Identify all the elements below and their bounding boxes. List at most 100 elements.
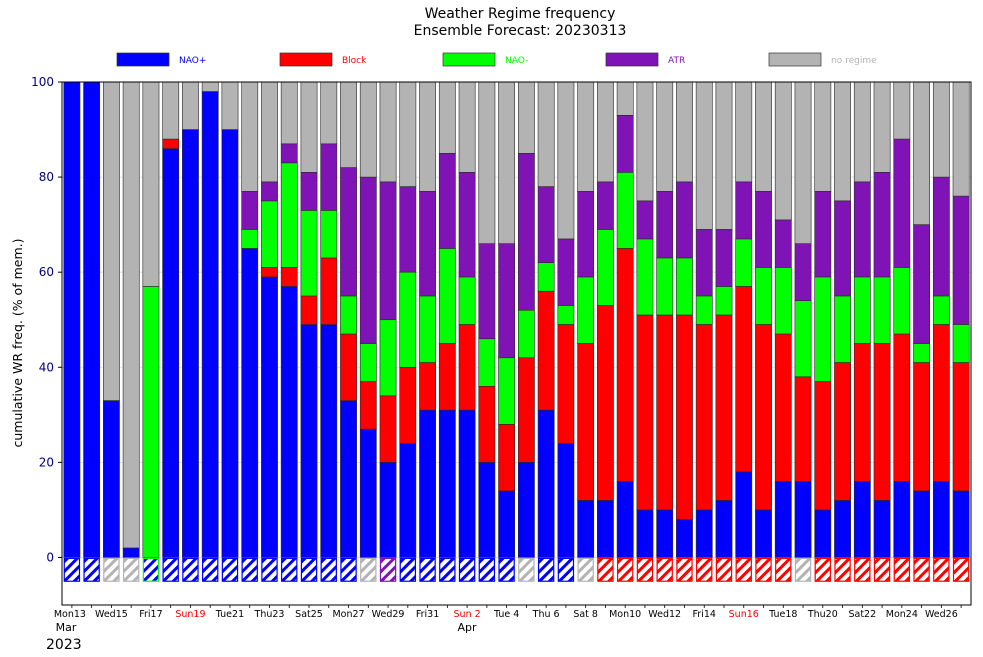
dominant-marker-fri-7 [557, 557, 575, 582]
bar-nao-wed22 [241, 229, 259, 249]
bar-block-thu-6 [537, 290, 555, 411]
bar-nao-thu23 [261, 276, 278, 558]
bar-block-tue11 [636, 314, 654, 511]
bar-no-regime-tue28 [359, 81, 377, 178]
x-tick-label-wed26: Wed26 [925, 609, 958, 620]
bar-block-mon-3 [478, 385, 496, 463]
bar-nao-mon17 [755, 267, 772, 325]
bar-no-regime-wed22 [241, 81, 259, 192]
bar-block-tue25 [913, 362, 930, 492]
bar-nao-fri21 [834, 500, 851, 558]
dominant-marker-wed-5 [518, 557, 535, 582]
bar-no-regime-tue25 [913, 81, 930, 225]
bar-nao-mon-3 [478, 338, 496, 387]
bar-block-fri-7 [557, 324, 575, 444]
bar-nao-fri17 [142, 286, 160, 558]
dominant-marker-tue25 [913, 557, 930, 582]
bar-no-regime-sun26 [320, 81, 338, 145]
bar-block-mon24 [893, 333, 911, 482]
bar-block-sat-1 [438, 343, 456, 411]
bar-nao-thu20 [814, 509, 832, 558]
bar-nao-sun23 [873, 500, 891, 558]
dominant-marker-sat22 [854, 557, 871, 582]
legend-swatch-block [279, 52, 333, 67]
bar-atr-wed-5 [517, 153, 535, 311]
bar-atr-mon10 [616, 114, 634, 173]
bar-no-regime-fri31 [419, 81, 436, 192]
bar-atr-tue11 [636, 200, 654, 240]
bar-atr-sat25 [300, 172, 318, 211]
bar-no-regime-tue18 [774, 81, 792, 221]
bar-nao-sat25 [300, 324, 318, 558]
bar-block-thu13 [676, 314, 693, 520]
dominant-regime-markers [63, 557, 970, 582]
x-tick-label-sat25: Sat25 [295, 609, 323, 620]
legend-label-nao: NAO- [505, 56, 528, 66]
bar-nao-wed26 [932, 295, 950, 325]
bar-nao-thu16 [122, 547, 140, 558]
bar-block-sat25 [300, 295, 318, 325]
bar-no-regime-mon10 [616, 81, 634, 116]
x-tick-label-thu23: Thu23 [254, 609, 285, 620]
bar-no-regime-sun16 [735, 81, 753, 183]
bar-atr-mon-3 [478, 243, 496, 340]
dominant-marker-sun19 [182, 557, 199, 582]
bar-atr-sat-8 [577, 191, 595, 278]
bar-nao-wed26 [932, 481, 950, 558]
bar-nao-tue18 [774, 267, 792, 335]
bar-no-regime-sun-9 [597, 81, 614, 183]
bar-no-regime-wed-5 [517, 81, 535, 154]
legend-label-nao: NAO+ [179, 56, 206, 66]
dominant-marker-fri14 [696, 557, 713, 582]
bar-block-mon10 [616, 248, 634, 482]
bar-atr-mon17 [755, 191, 772, 268]
bar-nao-sat22 [853, 276, 871, 344]
bar-nao-fri-7 [557, 305, 575, 325]
dominant-marker-sat25 [300, 557, 318, 582]
bar-nao-sun16 [735, 238, 753, 287]
bar-block-tue28 [359, 381, 377, 430]
bar-atr-mon27 [340, 167, 357, 297]
bar-nao-sat22 [853, 481, 871, 558]
y-tick-label-80: 80 [39, 170, 54, 184]
bar-atr-fri21 [834, 200, 851, 297]
dominant-marker-mon20 [202, 557, 219, 582]
bar-block-wed19 [794, 376, 812, 482]
dominant-marker-fri17 [142, 557, 160, 582]
bar-nao-wed29 [379, 319, 397, 397]
bar-nao-wed12 [656, 509, 674, 558]
bar-atr-thu23 [261, 181, 278, 202]
bar-no-regime-sat15 [715, 81, 733, 230]
bar-nao-thu27 [952, 324, 970, 363]
bar-block-thu23 [261, 267, 278, 278]
bar-atr-fri-7 [557, 238, 575, 306]
chart-subtitle: Ensemble Forecast: 20230313 [414, 23, 627, 39]
x-tick-label-tue-4: Tue 4 [493, 609, 519, 620]
x-tick-label-sun19: Sun19 [175, 609, 205, 620]
bar-nao-fri31 [419, 409, 436, 558]
bar-nao-wed12 [656, 257, 674, 316]
x-tick-label-sun-2: Sun 2 [454, 609, 481, 620]
bar-nao-sun26 [320, 324, 338, 558]
bar-no-regime-thu27 [952, 81, 970, 197]
bar-no-regime-fri17 [142, 81, 160, 287]
bar-nao-tue14 [83, 81, 101, 558]
x-tick-label-mon24: Mon24 [886, 609, 918, 620]
x-tick-label-tue18: Tue18 [768, 609, 797, 620]
bar-nao-sun23 [873, 276, 891, 344]
bar-atr-wed19 [794, 243, 812, 302]
bar-stack [63, 81, 970, 558]
bar-nao-wed15 [103, 400, 120, 558]
bar-no-regime-fri-7 [557, 81, 575, 240]
bar-no-regime-mon20 [201, 81, 219, 92]
bar-no-regime-thu23 [261, 81, 278, 183]
dominant-marker-thu30 [399, 557, 417, 582]
bar-nao-sat-8 [577, 500, 595, 558]
legend-swatch-no-regime [768, 52, 822, 67]
dominant-marker-thu16 [122, 557, 140, 582]
bar-nao-wed22 [241, 248, 259, 558]
x-tick-label-sat-8: Sat 8 [573, 609, 598, 620]
bar-block-sun-9 [597, 305, 614, 501]
month-label-apr: Apr [457, 621, 477, 634]
bar-nao-wed19 [794, 481, 812, 558]
